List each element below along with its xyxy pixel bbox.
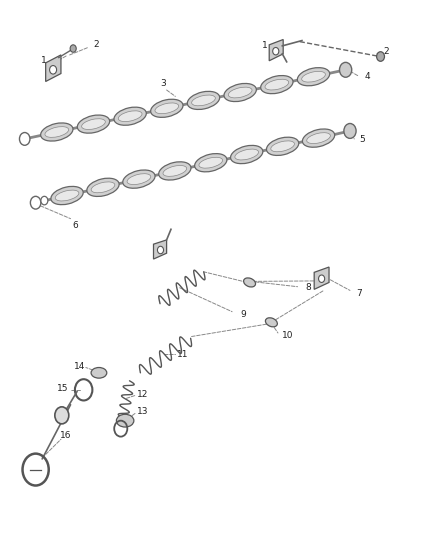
Circle shape <box>19 133 30 146</box>
Ellipse shape <box>51 187 83 205</box>
Text: 6: 6 <box>72 221 78 230</box>
Ellipse shape <box>265 318 277 327</box>
Ellipse shape <box>266 137 299 156</box>
Text: 7: 7 <box>356 288 362 297</box>
Ellipse shape <box>302 71 325 82</box>
Text: 3: 3 <box>160 78 166 87</box>
Ellipse shape <box>192 95 215 106</box>
Ellipse shape <box>151 99 183 117</box>
Text: 1: 1 <box>262 42 268 51</box>
Text: 11: 11 <box>177 350 189 359</box>
Text: 5: 5 <box>359 135 365 144</box>
Ellipse shape <box>91 368 107 378</box>
Circle shape <box>339 62 352 77</box>
Ellipse shape <box>87 178 119 197</box>
Circle shape <box>49 66 57 74</box>
Polygon shape <box>46 55 61 82</box>
Text: 14: 14 <box>74 362 85 371</box>
Ellipse shape <box>230 146 263 164</box>
Ellipse shape <box>199 157 223 168</box>
Circle shape <box>55 407 69 424</box>
Circle shape <box>344 124 356 139</box>
Text: 13: 13 <box>137 407 148 416</box>
Ellipse shape <box>261 76 293 94</box>
Ellipse shape <box>235 149 258 160</box>
Ellipse shape <box>114 107 146 125</box>
Text: 4: 4 <box>365 71 370 80</box>
Text: 15: 15 <box>57 384 69 393</box>
Text: 10: 10 <box>282 331 294 340</box>
Ellipse shape <box>307 133 330 143</box>
Ellipse shape <box>118 111 142 122</box>
Ellipse shape <box>117 414 134 427</box>
Ellipse shape <box>55 190 79 201</box>
Ellipse shape <box>302 129 335 147</box>
Ellipse shape <box>163 166 187 176</box>
Ellipse shape <box>155 103 179 114</box>
Text: 9: 9 <box>240 310 246 319</box>
Text: 2: 2 <box>383 47 389 55</box>
Polygon shape <box>269 39 283 61</box>
Ellipse shape <box>187 91 220 109</box>
Ellipse shape <box>127 174 151 184</box>
Text: 1: 1 <box>41 56 46 64</box>
Ellipse shape <box>45 127 69 138</box>
Ellipse shape <box>271 141 294 152</box>
Polygon shape <box>314 267 329 289</box>
Ellipse shape <box>265 79 289 90</box>
Circle shape <box>377 52 385 61</box>
Ellipse shape <box>159 162 191 180</box>
Ellipse shape <box>77 115 110 133</box>
Circle shape <box>157 246 163 254</box>
Circle shape <box>70 45 76 52</box>
Ellipse shape <box>91 182 115 193</box>
Ellipse shape <box>224 84 256 102</box>
Circle shape <box>318 275 325 282</box>
Text: 8: 8 <box>306 283 311 292</box>
Circle shape <box>273 47 279 55</box>
Ellipse shape <box>123 170 155 188</box>
Text: 16: 16 <box>60 431 71 440</box>
Ellipse shape <box>194 154 227 172</box>
Ellipse shape <box>41 123 73 141</box>
Polygon shape <box>153 240 166 259</box>
Circle shape <box>30 196 41 209</box>
Text: 2: 2 <box>93 40 99 49</box>
Circle shape <box>41 196 48 205</box>
Ellipse shape <box>228 87 252 98</box>
Ellipse shape <box>244 278 255 287</box>
Text: 12: 12 <box>137 390 148 399</box>
Ellipse shape <box>81 119 105 130</box>
Ellipse shape <box>297 68 330 86</box>
